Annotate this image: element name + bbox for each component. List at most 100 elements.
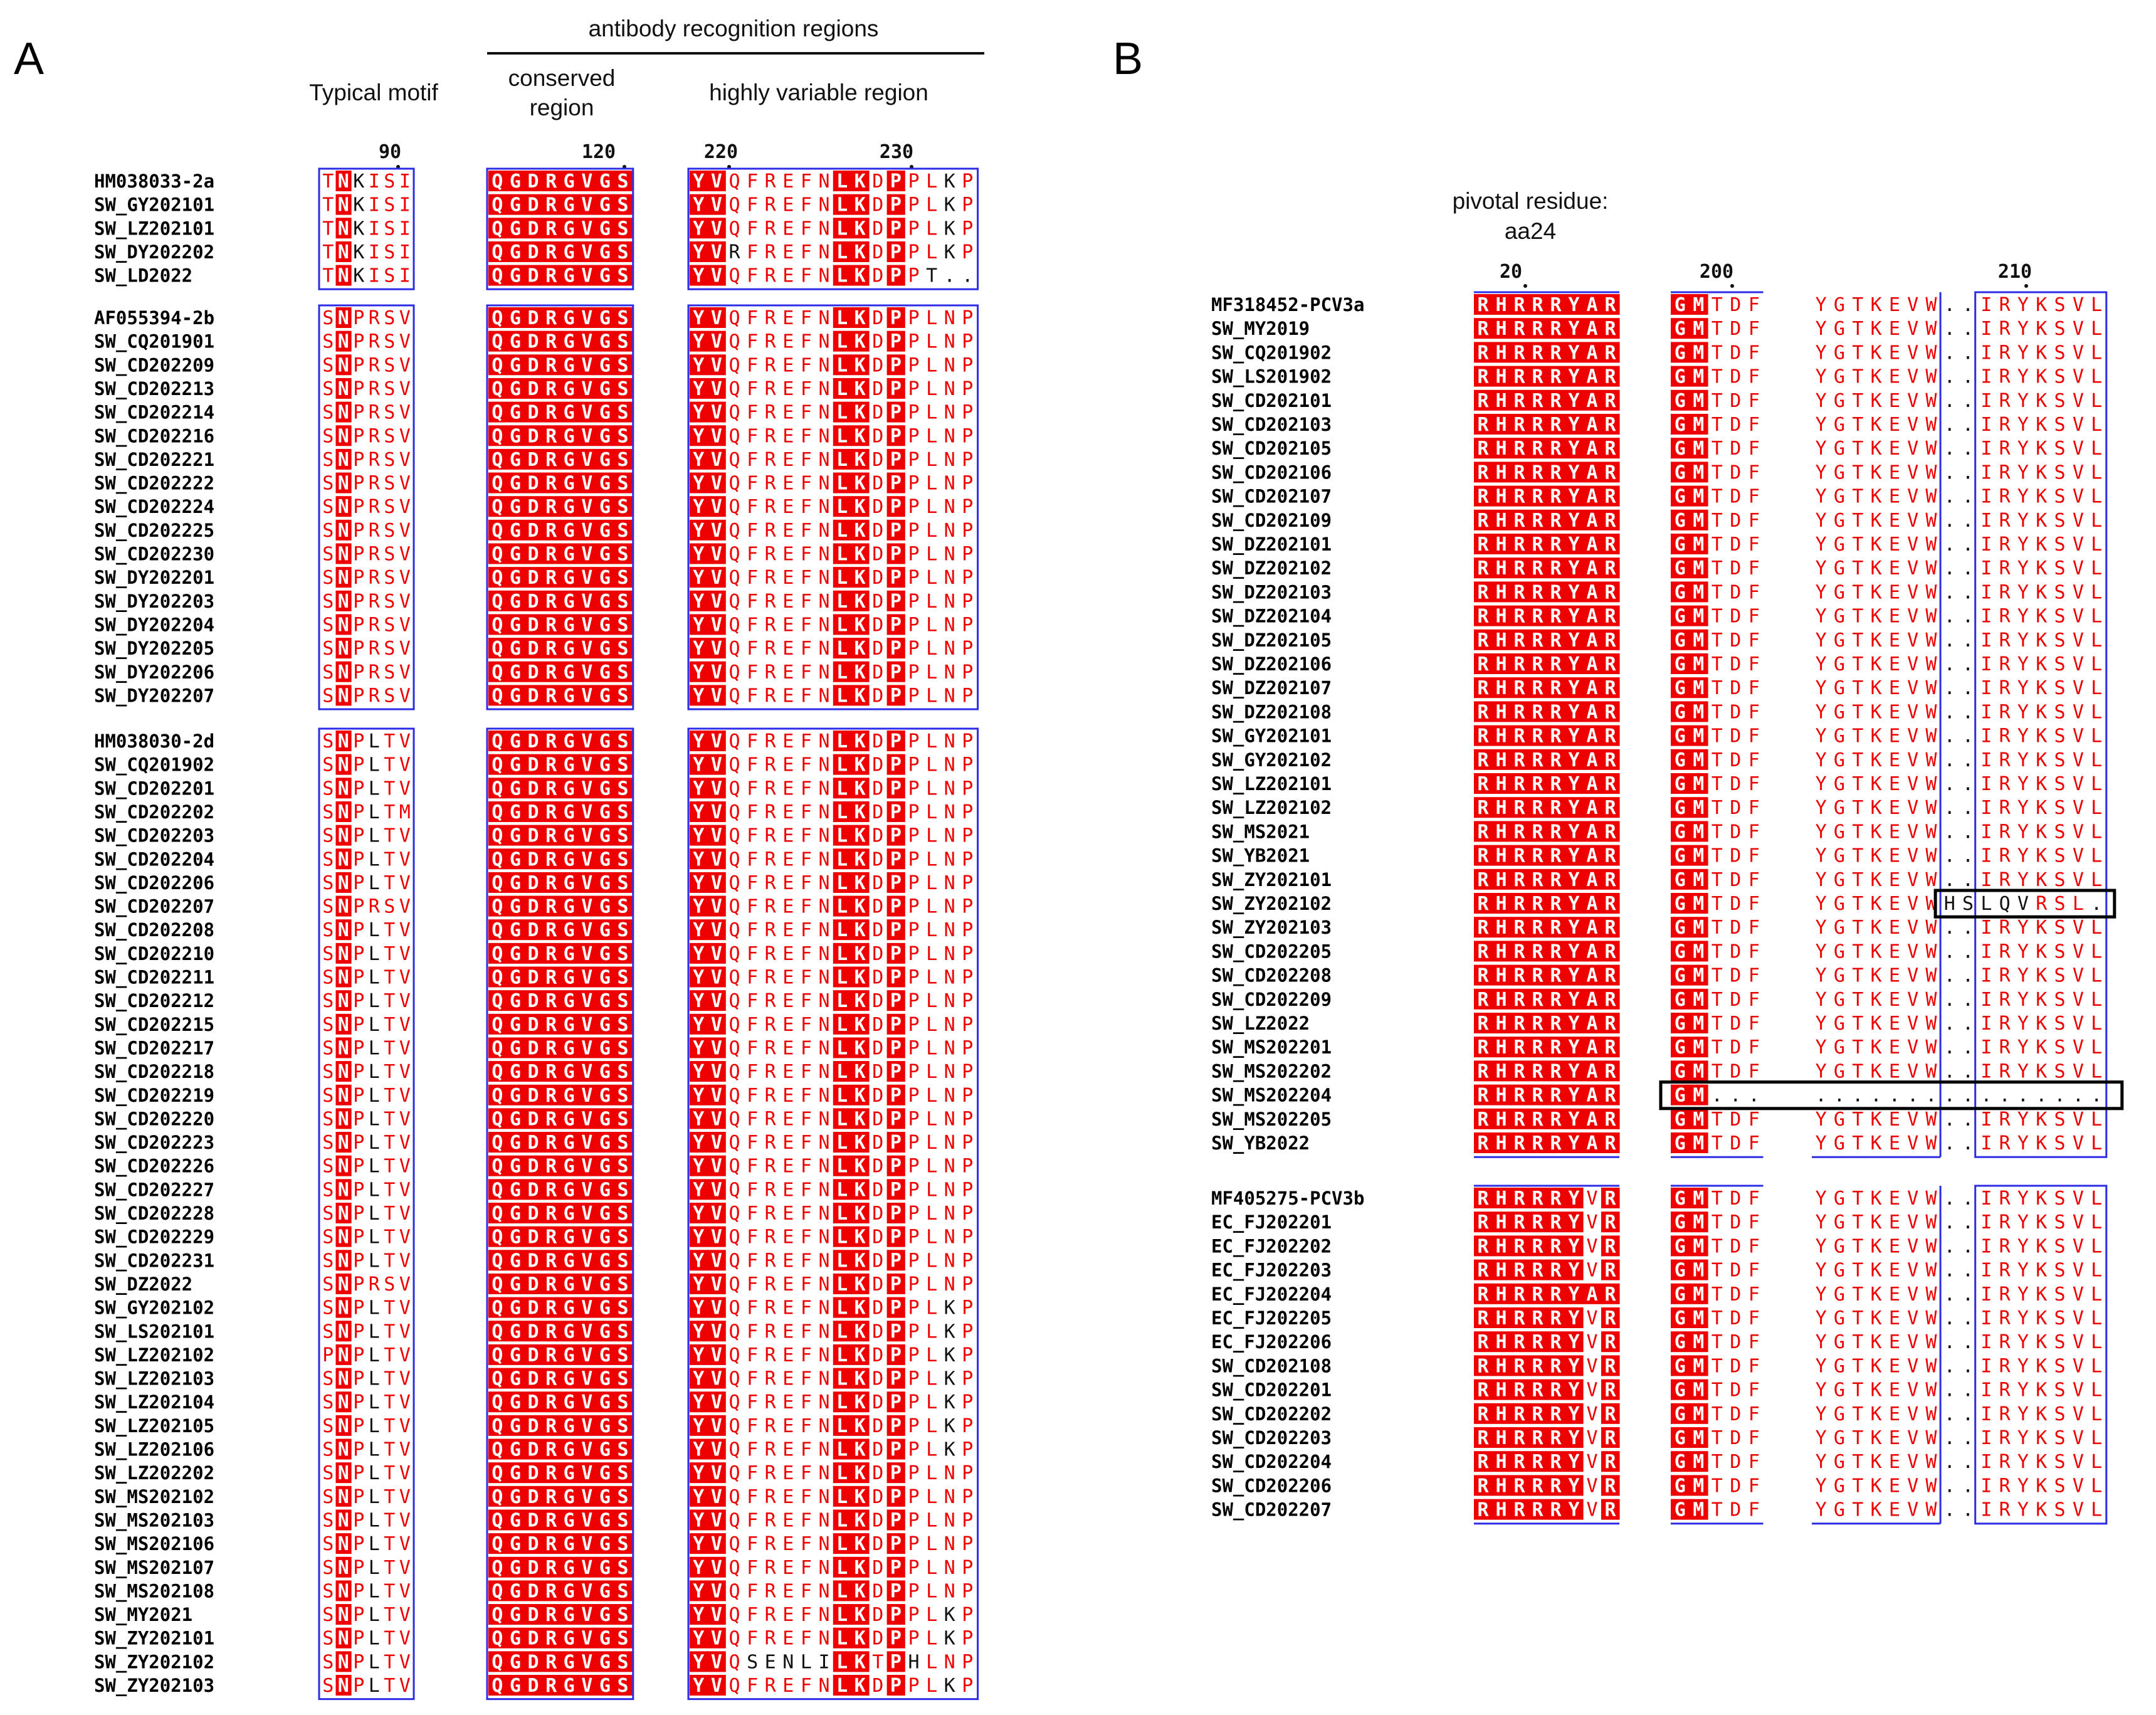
residue: H [1495, 294, 1507, 316]
residue: R [545, 425, 557, 447]
residue: K [855, 943, 866, 965]
residue: S [2054, 1427, 2066, 1449]
residue: S [322, 1132, 334, 1154]
residue: R [1999, 1331, 2011, 1353]
residue: P [908, 1533, 919, 1555]
sequence-name: SW_CD202216 [94, 425, 214, 446]
residue-highlight [886, 241, 905, 262]
residue: K [855, 1132, 866, 1154]
residue: G [1834, 1013, 1845, 1035]
residue: Q [728, 496, 740, 518]
residue: R [545, 378, 557, 400]
residue: . [1962, 606, 1974, 628]
residue: Y [693, 1132, 704, 1154]
residue: G [599, 449, 611, 471]
residue: R [1550, 1380, 1562, 1401]
residue: P [353, 614, 364, 636]
residue: G [510, 1085, 521, 1107]
residue: F [747, 801, 758, 823]
residue: S [384, 307, 395, 329]
residue: P [353, 919, 364, 941]
residue: N [944, 473, 955, 495]
residue: T [1712, 294, 1723, 316]
residue: S [2054, 677, 2066, 699]
residue: V [711, 1580, 722, 1602]
residue: K [2036, 342, 2047, 364]
residue: G [599, 1014, 611, 1036]
residue: V [399, 662, 411, 683]
residue: P [908, 1061, 919, 1083]
residue: V [581, 731, 592, 752]
residue: P [890, 1462, 902, 1484]
residue: P [962, 1675, 973, 1697]
residue: D [1730, 773, 1741, 795]
residue: D [1730, 726, 1741, 747]
residue: V [1907, 653, 1918, 675]
residue: . [1944, 1355, 1955, 1377]
residue: I [1980, 1109, 1992, 1131]
residue: N [338, 1628, 349, 1650]
residue: Y [693, 265, 704, 287]
residue: T [1852, 917, 1863, 939]
residue: V [2073, 773, 2084, 795]
residue: V [1907, 893, 1918, 915]
residue: R [1513, 989, 1525, 1011]
residue: L [2091, 1403, 2102, 1425]
residue: S [2054, 701, 2066, 723]
residue: V [399, 402, 411, 424]
residue: R [1550, 1427, 1562, 1449]
residue: F [801, 1580, 812, 1602]
residue: R [369, 402, 381, 424]
residue: N [818, 496, 829, 518]
residue-highlight [851, 171, 870, 191]
residue: V [2073, 941, 2084, 963]
residue: K [855, 1486, 866, 1508]
residue: . [1944, 1427, 1955, 1449]
residue: Q [728, 731, 740, 752]
residue: V [581, 801, 592, 823]
residue: G [510, 544, 521, 566]
residue: P [962, 1580, 973, 1602]
residue: M [1693, 653, 1704, 675]
residue: T [1852, 630, 1863, 652]
residue: . [1944, 1451, 1955, 1473]
residue: K [944, 1368, 955, 1390]
residue: D [872, 354, 883, 376]
residue: T [1852, 438, 1863, 460]
residue: G [1834, 486, 1845, 508]
residue: F [747, 171, 758, 193]
residue: P [962, 567, 973, 589]
residue: I [369, 241, 380, 263]
residue: D [1730, 941, 1741, 963]
residue: F [747, 567, 758, 589]
residue: I [1980, 749, 1992, 771]
residue: S [322, 638, 334, 660]
residue: P [890, 194, 902, 216]
residue: S [2054, 869, 2066, 891]
residue: N [338, 1604, 349, 1626]
residue: R [545, 567, 557, 589]
residue: G [510, 1628, 521, 1650]
sequence-name: SW_DZ202105 [1211, 630, 1332, 651]
residue: S [322, 1604, 334, 1626]
residue: N [944, 778, 955, 799]
residue: I [1980, 1475, 1992, 1497]
residue: W [1925, 581, 1937, 603]
residue: R [1532, 1307, 1543, 1329]
residue: N [818, 425, 829, 447]
residue: R [1477, 1188, 1489, 1210]
residue: V [1907, 1132, 1918, 1154]
residue: M [1693, 1451, 1704, 1473]
residue: S [322, 1439, 334, 1461]
residue: P [908, 1014, 919, 1036]
residue: R [1604, 869, 1616, 891]
residue: N [944, 1179, 955, 1201]
residue: T [384, 1462, 395, 1484]
residue: Y [693, 1203, 704, 1225]
residue-highlight [578, 218, 597, 239]
residue: Y [1568, 965, 1579, 987]
residue: G [564, 967, 575, 989]
residue: F [747, 872, 758, 894]
residue: Q [728, 1037, 740, 1059]
residue: R [1999, 557, 2011, 579]
